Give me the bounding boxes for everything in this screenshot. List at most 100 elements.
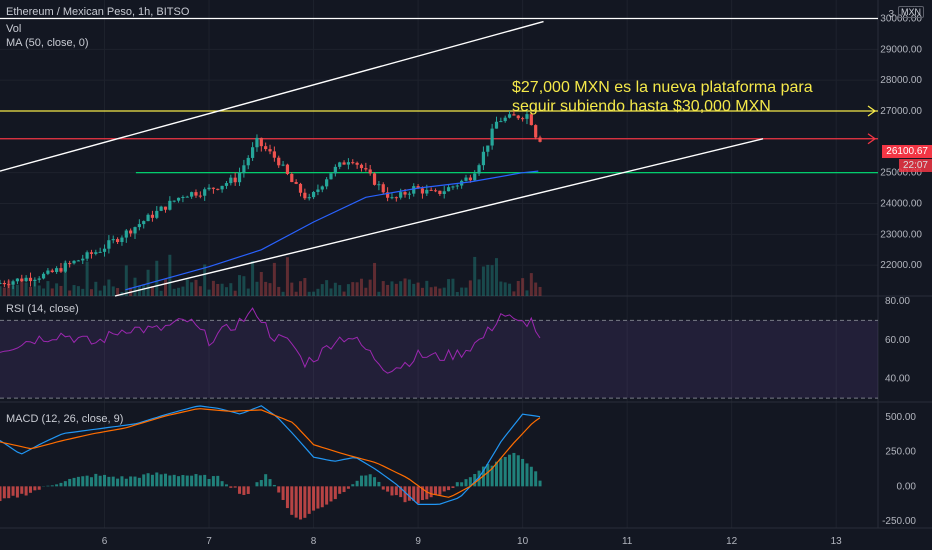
macd-histogram-bar xyxy=(55,484,59,487)
volume-bar xyxy=(207,289,211,296)
volume-bar xyxy=(351,282,355,296)
candle-body xyxy=(377,184,381,186)
signal-line xyxy=(0,408,541,498)
macd-histogram-bar xyxy=(159,474,163,487)
macd-histogram-bar xyxy=(486,464,490,487)
macd-histogram-bar xyxy=(294,486,298,518)
volume-bar xyxy=(24,282,28,296)
candle-body xyxy=(307,197,311,199)
macd-histogram-bar xyxy=(494,461,498,487)
volume-bar xyxy=(407,279,411,296)
volume-bar xyxy=(76,286,80,296)
volume-bar xyxy=(264,281,268,296)
volume-bar xyxy=(190,282,194,296)
macd-histogram-bar xyxy=(386,486,390,492)
volume-bar xyxy=(377,291,381,296)
volume-bar xyxy=(381,281,385,296)
volume-bar xyxy=(20,279,24,296)
candle-body xyxy=(168,200,172,210)
macd-histogram-bar xyxy=(72,477,76,487)
candle-body xyxy=(346,162,351,165)
candle-body xyxy=(115,239,120,243)
volume-bar xyxy=(373,262,377,296)
volume-bar xyxy=(146,269,150,296)
volume-bar xyxy=(338,285,342,296)
macd-histogram-bar xyxy=(346,486,350,489)
candle-body xyxy=(325,179,329,187)
candle-body xyxy=(94,252,98,254)
candle-body xyxy=(233,177,237,183)
volume-bar xyxy=(468,280,472,296)
macd-histogram-bar xyxy=(203,474,207,487)
macd-histogram-bar xyxy=(172,474,176,487)
candle-body xyxy=(59,268,63,272)
macd-histogram-bar xyxy=(416,486,420,504)
ma-label: MA (50, close, 0) xyxy=(6,37,89,49)
volume-bar xyxy=(268,283,272,296)
volume-bar xyxy=(307,291,311,296)
macd-histogram-bar xyxy=(20,486,24,494)
volume-bar xyxy=(386,284,390,296)
macd-histogram-bar xyxy=(412,486,416,501)
volume-bar xyxy=(246,288,250,296)
volume-bar xyxy=(394,283,398,296)
macd-histogram-bar xyxy=(50,485,54,487)
volume-bar xyxy=(538,286,542,296)
macd-histogram-bar xyxy=(185,475,189,487)
macd-histogram-bar xyxy=(329,486,333,502)
macd-histogram-bar xyxy=(299,486,303,520)
candle-body xyxy=(81,258,85,261)
volume-bar xyxy=(460,287,464,296)
candle-body xyxy=(290,173,294,183)
candle-body xyxy=(355,162,359,165)
candle-body xyxy=(129,230,133,234)
annotation-line-2: seguir subiendo hasta $30,000 MXN xyxy=(512,98,771,115)
price-tick-label: 29000.00 xyxy=(880,44,922,55)
volume-bar xyxy=(473,256,477,296)
macd-tick-label: -250.00 xyxy=(882,516,916,527)
volume-bar xyxy=(525,290,529,296)
macd-histogram-bar xyxy=(198,475,202,487)
macd-histogram-bar xyxy=(316,486,320,509)
candle-body xyxy=(133,227,137,234)
candle-body xyxy=(477,165,481,174)
volume-bar xyxy=(329,288,333,296)
macd-histogram-bar xyxy=(46,485,50,487)
volume-bar xyxy=(159,290,163,296)
candle-body xyxy=(142,221,146,225)
price-tick-label: 27000.00 xyxy=(880,106,922,117)
candle-body xyxy=(76,260,80,262)
volume-bar xyxy=(46,281,50,296)
macd-histogram-bar xyxy=(521,458,525,487)
candle-body xyxy=(285,164,290,174)
volume-bar xyxy=(155,260,159,296)
currency-badge[interactable]: MXN xyxy=(898,6,924,18)
candle-body xyxy=(172,200,176,202)
volume-bar xyxy=(0,286,2,296)
candle-body xyxy=(390,197,394,199)
volume-label: Vol xyxy=(6,23,22,35)
macd-histogram-bar xyxy=(268,479,272,487)
macd-histogram-bar xyxy=(473,474,477,487)
macd-histogram-bar xyxy=(477,470,481,487)
candle-body xyxy=(372,173,377,185)
macd-histogram-bar xyxy=(420,486,424,501)
macd-histogram-bar xyxy=(15,486,19,498)
candle-body xyxy=(24,277,28,282)
macd-histogram-bar xyxy=(211,476,215,487)
macd-histogram-bar xyxy=(207,479,211,487)
symbol-title: Ethereum / Mexican Peso, 1h, BITSO xyxy=(6,6,190,18)
candle-body xyxy=(250,147,255,158)
volume-bar xyxy=(285,257,289,296)
macd-histogram-bar xyxy=(281,486,285,500)
volume-bar xyxy=(72,285,76,296)
volume-bar xyxy=(529,273,533,296)
volume-bar xyxy=(521,278,525,296)
candle-body xyxy=(359,164,364,169)
volume-bar xyxy=(281,291,285,296)
candle-body xyxy=(416,186,420,189)
macd-histogram-bar xyxy=(516,455,520,487)
candle-body xyxy=(11,281,15,285)
candle-body xyxy=(433,190,438,192)
